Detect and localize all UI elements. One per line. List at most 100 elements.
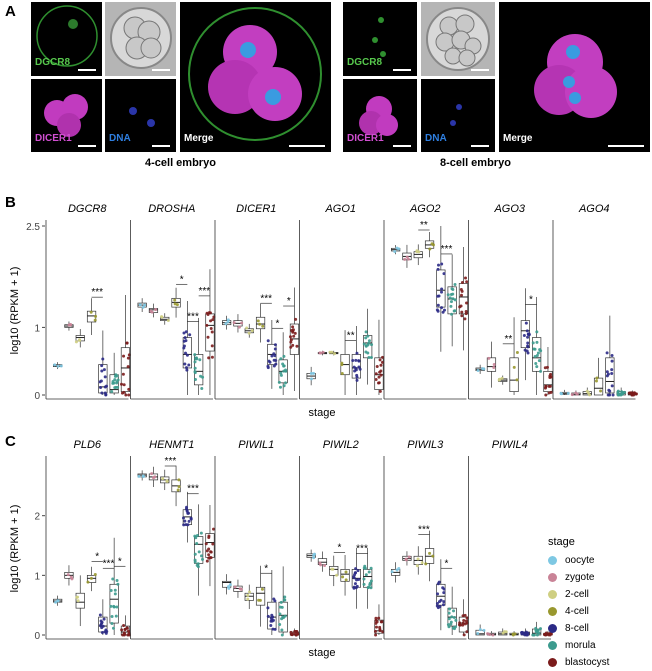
data-point — [284, 381, 288, 385]
data-point — [109, 588, 113, 592]
data-point — [160, 315, 164, 319]
data-point — [355, 351, 359, 355]
data-point — [531, 341, 535, 345]
data-point — [272, 358, 276, 362]
box-PIWIL2-4-cell — [340, 569, 350, 582]
data-point — [610, 368, 614, 372]
data-point — [407, 555, 411, 559]
data-point — [173, 298, 177, 302]
legend-item-blastocyst: blastocyst — [548, 654, 648, 671]
data-point — [364, 573, 368, 577]
data-point — [294, 632, 298, 636]
data-point — [605, 351, 609, 355]
data-point — [181, 516, 185, 520]
data-point — [415, 249, 419, 253]
dicer1-label-4cell: DICER1 — [35, 133, 72, 144]
data-point — [289, 340, 293, 344]
data-point — [313, 552, 317, 556]
data-point — [481, 367, 485, 371]
data-point — [295, 344, 299, 348]
data-point — [104, 631, 108, 635]
data-point — [282, 598, 286, 602]
scale-bar — [289, 145, 325, 147]
gene-title-PLD6: PLD6 — [73, 439, 101, 451]
data-point — [110, 389, 114, 393]
data-point — [547, 632, 551, 636]
data-point — [377, 381, 381, 385]
data-point — [355, 584, 359, 588]
data-point — [539, 369, 543, 373]
data-point — [141, 475, 145, 479]
dgcr8-image-8cell — [372, 17, 386, 57]
legend-label: 4-cell — [565, 606, 589, 617]
data-point — [616, 389, 620, 393]
data-point — [100, 626, 104, 630]
data-point — [460, 280, 464, 284]
data-point — [143, 303, 147, 307]
data-point — [247, 331, 251, 335]
data-point — [109, 604, 113, 608]
data-point — [193, 371, 197, 375]
data-point — [185, 366, 189, 370]
data-point — [113, 592, 117, 596]
data-point — [210, 355, 214, 359]
data-point — [395, 246, 399, 250]
data-point — [566, 391, 570, 395]
data-point — [465, 280, 469, 284]
data-point — [100, 369, 104, 373]
sig-label: * — [287, 296, 291, 307]
data-point — [453, 309, 457, 313]
data-point — [271, 627, 275, 631]
data-point — [115, 579, 119, 583]
data-point — [522, 333, 526, 337]
data-point — [364, 350, 368, 354]
data-point — [544, 393, 548, 397]
data-point — [278, 622, 282, 626]
dgcr8-image-4cell — [36, 5, 98, 67]
data-point — [538, 627, 542, 631]
data-point — [68, 323, 72, 327]
legend-label: 8-cell — [565, 623, 589, 634]
data-point — [177, 485, 181, 489]
data-point — [279, 373, 283, 377]
data-point — [611, 393, 615, 397]
data-point — [393, 250, 397, 254]
sig-label: * — [118, 556, 122, 567]
data-point — [309, 377, 313, 381]
data-point — [184, 330, 188, 334]
data-point — [487, 356, 491, 360]
data-point — [460, 310, 464, 314]
data-point — [440, 290, 444, 294]
data-point — [491, 633, 495, 637]
data-point — [125, 341, 129, 345]
data-point — [111, 577, 115, 581]
data-point — [492, 366, 496, 370]
data-point — [462, 633, 466, 637]
data-point — [585, 389, 589, 393]
data-point — [98, 380, 102, 384]
data-point — [193, 377, 197, 381]
data-point — [533, 347, 537, 351]
data-point — [431, 243, 435, 247]
data-point — [101, 357, 105, 361]
data-point — [112, 381, 116, 385]
sig-label: *** — [103, 558, 115, 569]
legend-swatch — [548, 641, 557, 650]
data-point — [442, 600, 446, 604]
data-point — [526, 341, 530, 345]
data-point — [435, 308, 439, 312]
data-point — [362, 577, 366, 581]
data-point — [56, 599, 60, 603]
data-point — [278, 605, 282, 609]
data-point — [280, 628, 284, 632]
data-point — [344, 570, 348, 574]
box-DROSHA-morula — [194, 354, 204, 386]
data-point — [378, 358, 382, 362]
data-point — [620, 392, 624, 396]
data-point — [364, 336, 368, 340]
scale-bar — [152, 69, 170, 71]
y-tick-label: 2 — [34, 512, 40, 523]
data-point — [449, 304, 453, 308]
x-axis-label: stage — [309, 647, 336, 659]
data-point — [193, 353, 197, 357]
